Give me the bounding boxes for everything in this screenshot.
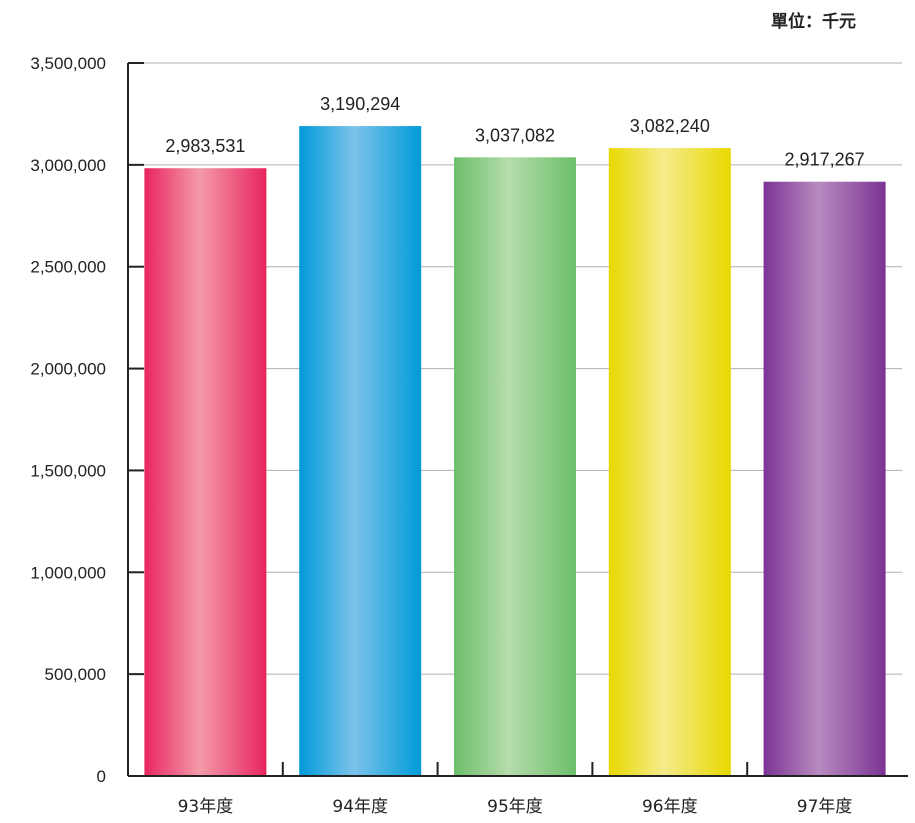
x-tick-label: 94年度 [332, 797, 388, 817]
bar-4 [763, 181, 886, 776]
unit-label: 單位：千元 [771, 11, 856, 32]
data-labels: 2,983,531 3,190,294 3,037,082 3,082,240 2,91… [165, 94, 864, 170]
x-tick-label: 95年度 [487, 797, 543, 817]
bar-2 [454, 157, 576, 777]
data-label: 3,190,294 [320, 94, 400, 114]
data-label: 3,037,082 [475, 125, 555, 145]
data-label: 3,082,240 [630, 116, 710, 136]
data-label: 2,983,531 [165, 136, 245, 156]
x-tick-label: 97年度 [797, 797, 853, 817]
y-tick-label: 3,500,000 [30, 54, 106, 73]
y-tick-label: 1,000,000 [30, 563, 106, 582]
bar-0 [144, 168, 267, 777]
bar-3 [608, 148, 731, 776]
x-tick-label: 96年度 [642, 797, 698, 817]
data-label: 2,917,267 [785, 150, 865, 170]
y-tick-label: 2,000,000 [30, 360, 106, 379]
y-tick-labels: 0 500,000 1,000,000 1,500,000 2,000,000 2,500… [30, 54, 106, 786]
y-tick-label: 3,000,000 [30, 156, 106, 175]
y-tick-label: 2,500,000 [30, 258, 106, 277]
y-tick-label: 1,500,000 [30, 461, 106, 480]
bars [144, 126, 886, 777]
x-tick-labels: 93年度 94年度 95年度 96年度 97年度 [178, 797, 853, 817]
axes [127, 62, 908, 777]
y-tick-label: 500,000 [45, 665, 106, 684]
x-tick-label: 93年度 [178, 797, 234, 817]
bar-1 [299, 126, 422, 776]
y-tick-label: 0 [97, 767, 106, 786]
